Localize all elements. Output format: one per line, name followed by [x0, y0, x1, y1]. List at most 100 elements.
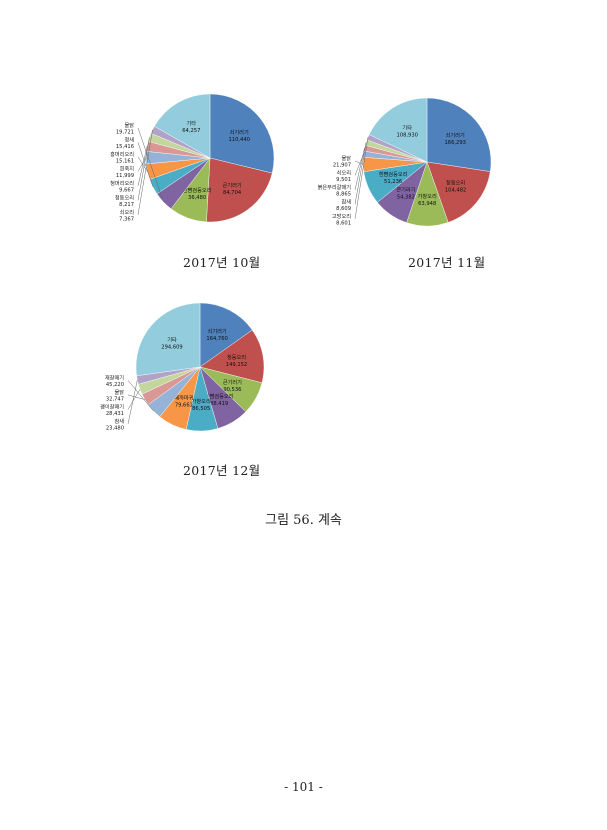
slice-value: 79,661	[175, 402, 193, 408]
slice-label: 기타	[402, 124, 412, 132]
slice-label: 기타	[167, 336, 177, 344]
slice-label: 쇠오리	[337, 168, 352, 176]
slice-label: 청새	[124, 135, 134, 143]
slice-label: 재갈매기	[105, 373, 124, 381]
slice-label: 가창오리	[192, 397, 211, 405]
slice-label: 흰죽지	[120, 164, 135, 172]
slice-label: 고방오리	[332, 212, 351, 220]
slice-value: 11,999	[116, 173, 134, 179]
slice-value: 90,536	[223, 387, 241, 393]
pie-slice	[368, 97, 428, 163]
pie-chart-2017-11: 쇠기러기 166,293 청둥오리 104,482 가창오리 63,948 큰기러기 54,3…	[312, 90, 502, 254]
pie-slice	[209, 93, 275, 174]
slice-label: 물닭	[124, 122, 134, 129]
slice-value: 19,721	[116, 129, 134, 135]
slice-value: 51,236	[384, 179, 402, 185]
slice-value: 88,419	[210, 401, 228, 407]
slice-value: 149,152	[226, 362, 247, 368]
slice-value: 108,930	[396, 133, 417, 139]
slice-label: 흰뺨검둥오리	[183, 186, 212, 194]
slice-value: 64,257	[182, 128, 200, 134]
slice-value: 104,482	[445, 188, 466, 194]
slice-label: 쇠기러기	[446, 131, 465, 139]
slice-value: 84,704	[223, 190, 242, 196]
leader-line	[137, 142, 154, 187]
slice-value: 86,505	[192, 406, 210, 412]
chart-caption-2017-12: 2017년 12월	[183, 463, 261, 478]
slice-value: 8,601	[336, 220, 351, 226]
leader-line	[354, 137, 369, 219]
pie-chart-2017-10: 쇠기러기 110,440 큰기러기 84,704 흰뺨검둥오리 36,480 기타 64,25…	[95, 90, 285, 254]
slice-label: 기타	[187, 119, 197, 127]
leader-line	[354, 160, 364, 165]
slice-label: 흰뺨검둥오리	[205, 392, 234, 400]
slice-label: 물닭	[114, 389, 124, 396]
pie-chart-2017-12: 쇠기러기 164,760 청둥오리 149,152 큰기러기 90,536 흰뺨검둥오리 88…	[90, 295, 280, 459]
slice-label: 큰기러기	[223, 378, 242, 386]
leader-line	[137, 137, 150, 201]
slice-value: 8,609	[336, 206, 351, 212]
leader-line	[354, 148, 365, 190]
slice-value: 7,367	[119, 216, 134, 222]
slice-label: 참새	[341, 197, 351, 205]
slice-label: 청둥오리	[227, 353, 246, 361]
slice-label: 붉은부리갈매기	[318, 183, 352, 191]
slice-label: 청둥오리	[115, 193, 134, 201]
leader-line	[137, 146, 148, 186]
slice-value: 45,220	[106, 382, 124, 388]
leader-line	[137, 127, 164, 202]
leader-line	[137, 157, 147, 172]
slice-label: 물닭	[341, 155, 351, 162]
slice-value: 110,440	[228, 137, 249, 143]
slice-value: 164,760	[206, 336, 227, 342]
slice-value: 28,431	[106, 411, 124, 417]
leader-line	[127, 380, 154, 412]
slice-value: 63,948	[418, 201, 436, 207]
slice-label: 쇠오리	[120, 208, 135, 216]
leader-line	[354, 142, 367, 205]
leader-line	[127, 389, 141, 410]
pie-slice	[199, 302, 253, 368]
slice-label: 괭이갈매기	[100, 402, 124, 410]
slice-value: 32,747	[106, 396, 124, 402]
slice-label: 가창오리	[418, 192, 437, 200]
leader-line	[127, 394, 145, 400]
pie-slice	[426, 161, 491, 223]
slice-label: 청머리오리	[110, 179, 134, 187]
slice-label: 홍머리오리	[110, 150, 134, 158]
slice-value: 9,667	[119, 187, 134, 193]
slice-label: 참새	[114, 417, 124, 425]
pie-slice	[135, 302, 201, 377]
slice-label: 청둥오리	[446, 179, 465, 187]
slice-label: 쇠기러기	[208, 327, 227, 335]
slice-value: 21,907	[333, 162, 351, 168]
slice-label: 떼까마귀	[174, 393, 193, 401]
slice-value: 8,865	[336, 191, 351, 197]
slice-label: 큰기러기	[396, 186, 415, 194]
slice-value: 15,416	[116, 144, 134, 150]
leader-line	[137, 129, 153, 215]
slice-value: 8,217	[119, 202, 134, 208]
chart-caption-2017-11: 2017년 11월	[408, 255, 486, 270]
slice-label: 큰기러기	[223, 181, 242, 189]
slice-label: 쇠기러기	[230, 128, 249, 136]
slice-label: 흰뺨검둥오리	[379, 170, 408, 178]
slice-value: 294,609	[161, 345, 182, 351]
pie-slice	[206, 157, 273, 223]
slice-value: 23,480	[106, 425, 124, 431]
slice-value: 166,293	[444, 140, 465, 146]
leader-line	[127, 380, 138, 424]
pie-slice	[199, 329, 265, 384]
pie-slice	[426, 97, 492, 172]
slice-value: 9,501	[336, 177, 351, 183]
slice-value: 15,161	[116, 158, 134, 164]
figure-caption: 그림 56. 계속	[265, 513, 342, 528]
page-number: - 101 -	[284, 780, 323, 794]
slice-value: 36,480	[188, 195, 206, 201]
slice-value: 54,382	[397, 195, 415, 201]
pie-slice	[154, 93, 211, 159]
chart-caption-2017-10: 2017년 10월	[183, 255, 261, 270]
